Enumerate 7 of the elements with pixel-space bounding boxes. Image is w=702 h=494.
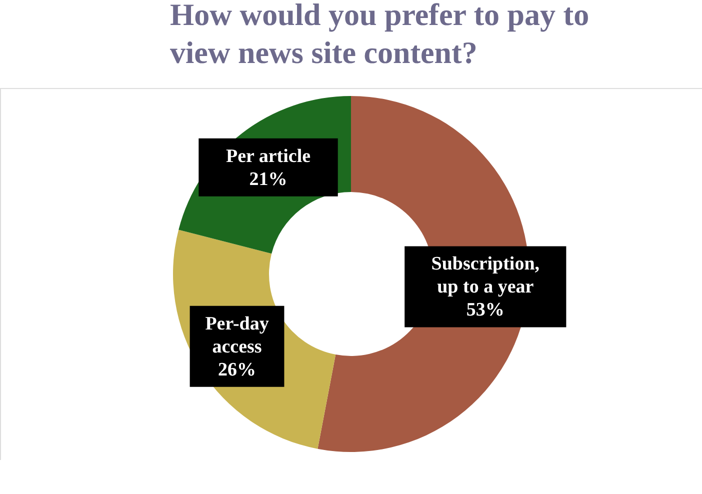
slice-label: Subscription, up to a year [431, 254, 540, 298]
slice-label: Per-day access [205, 313, 270, 358]
data-label: 26% [218, 359, 256, 380]
slice-label: Per article [226, 146, 311, 167]
chart-title: How would you prefer to pay to view news site content? [170, 0, 590, 70]
data-label: 53% [466, 300, 504, 321]
data-label: 21% [249, 168, 288, 190]
